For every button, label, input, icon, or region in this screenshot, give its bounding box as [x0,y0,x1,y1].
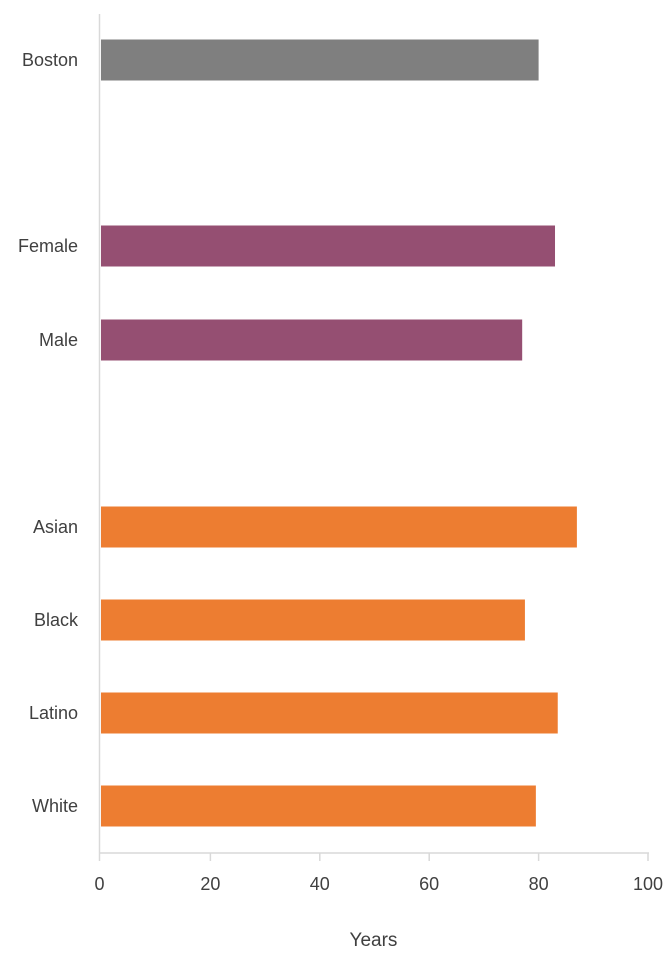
bar-male [101,319,523,361]
x-tick-label: 100 [633,874,663,894]
bar-female [101,225,556,267]
x-tick-label: 80 [529,874,549,894]
category-label: Black [34,610,79,630]
bar-latino [101,692,558,734]
category-label: White [32,796,78,816]
category-label: Female [18,236,78,256]
x-tick-label: 40 [310,874,330,894]
bar-asian [101,506,577,548]
category-label: Latino [29,703,78,723]
bars-layer [101,39,577,827]
bar-white [101,785,536,827]
labels-layer: Boston Female Male Asian Black Latino White 0 20… [18,50,663,894]
x-tick-label: 60 [419,874,439,894]
axis-layer [98,14,649,861]
category-label: Male [39,330,78,350]
x-tick-label: 20 [200,874,220,894]
bar-black [101,599,525,641]
x-tick-label: 0 [94,874,104,894]
bar-boston [101,39,539,81]
category-label: Asian [33,517,78,537]
category-label: Boston [22,50,78,70]
x-axis-title: Years [349,930,398,951]
